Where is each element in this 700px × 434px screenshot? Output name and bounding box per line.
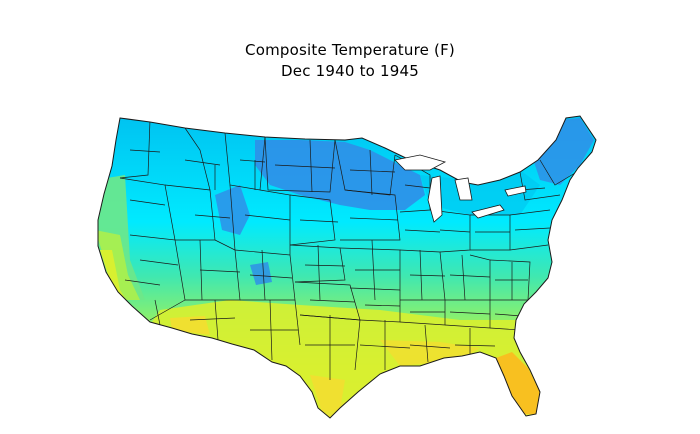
map-title-block: Composite Temperature (F) Dec 1940 to 19… (0, 40, 700, 82)
us-outline (97, 115, 597, 419)
lake-superior (394, 154, 447, 171)
map-subtitle: Dec 1940 to 1945 (281, 62, 419, 80)
lake-huron (454, 177, 473, 201)
great-lakes (394, 154, 527, 223)
division-lines (119, 119, 581, 380)
lake-erie (471, 204, 505, 219)
map-title: Composite Temperature (F) (245, 41, 455, 59)
temperature-fill (98, 116, 596, 418)
lake-michigan (427, 175, 443, 223)
lake-ontario (504, 185, 527, 197)
